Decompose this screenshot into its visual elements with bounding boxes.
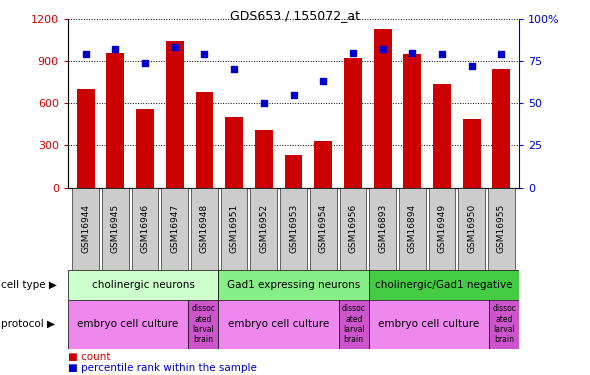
FancyBboxPatch shape (399, 188, 425, 270)
Text: GSM16950: GSM16950 (467, 204, 476, 254)
FancyBboxPatch shape (162, 188, 188, 270)
Point (378, 46, 387, 52)
Text: GSM16946: GSM16946 (140, 204, 149, 254)
Text: Gad1 expressing neurons: Gad1 expressing neurons (227, 280, 360, 290)
FancyBboxPatch shape (458, 188, 485, 270)
FancyBboxPatch shape (188, 300, 218, 349)
Text: GSM16947: GSM16947 (171, 204, 179, 254)
Bar (255, 130, 273, 188)
FancyBboxPatch shape (68, 300, 188, 349)
FancyBboxPatch shape (340, 188, 366, 270)
Text: ■ percentile rank within the sample: ■ percentile rank within the sample (68, 363, 257, 373)
FancyBboxPatch shape (102, 188, 129, 270)
Bar (136, 109, 154, 188)
Text: embryo cell culture: embryo cell culture (77, 320, 179, 329)
Text: GSM16949: GSM16949 (438, 204, 447, 254)
Text: ■ count: ■ count (68, 352, 110, 362)
Text: GSM16944: GSM16944 (81, 204, 90, 253)
Text: GSM16953: GSM16953 (289, 204, 298, 254)
Point (230, 66, 239, 72)
Text: GSM16952: GSM16952 (260, 204, 268, 254)
Bar (195, 92, 214, 188)
Text: GDS653 / 155072_at: GDS653 / 155072_at (230, 9, 360, 22)
FancyBboxPatch shape (132, 188, 159, 270)
FancyBboxPatch shape (251, 188, 277, 270)
Text: protocol ▶: protocol ▶ (1, 320, 55, 329)
Text: GSM16951: GSM16951 (230, 204, 238, 254)
Text: GSM16955: GSM16955 (497, 204, 506, 254)
FancyBboxPatch shape (221, 188, 247, 270)
Text: GSM16945: GSM16945 (111, 204, 120, 254)
FancyBboxPatch shape (369, 270, 519, 300)
FancyBboxPatch shape (68, 270, 218, 300)
Point (259, 100, 268, 106)
Point (200, 51, 209, 57)
Point (319, 78, 328, 84)
Text: dissoc
ated
larval
brain: dissoc ated larval brain (191, 304, 215, 345)
Point (289, 92, 299, 98)
FancyBboxPatch shape (369, 300, 489, 349)
Bar (493, 69, 510, 188)
FancyBboxPatch shape (218, 270, 369, 300)
Text: GSM16948: GSM16948 (200, 204, 209, 254)
Text: dissoc
ated
larval
brain: dissoc ated larval brain (342, 304, 366, 345)
Bar (225, 117, 243, 188)
FancyBboxPatch shape (489, 300, 519, 349)
Bar (77, 89, 94, 188)
FancyBboxPatch shape (73, 188, 99, 270)
Text: cholinergic/Gad1 negative: cholinergic/Gad1 negative (375, 280, 513, 290)
Bar (433, 84, 451, 188)
Text: GSM16954: GSM16954 (319, 204, 327, 254)
Text: cholinergic neurons: cholinergic neurons (91, 280, 195, 290)
Point (111, 46, 120, 52)
FancyBboxPatch shape (369, 188, 396, 270)
Point (467, 63, 476, 69)
Point (170, 45, 179, 51)
Text: GSM16893: GSM16893 (378, 204, 387, 254)
FancyBboxPatch shape (310, 188, 336, 270)
Text: dissoc
ated
larval
brain: dissoc ated larval brain (492, 304, 516, 345)
FancyBboxPatch shape (280, 188, 307, 270)
Bar (404, 54, 421, 188)
Text: cell type ▶: cell type ▶ (1, 280, 57, 290)
FancyBboxPatch shape (428, 188, 455, 270)
Text: embryo cell culture: embryo cell culture (378, 320, 480, 329)
Point (140, 60, 150, 66)
Point (497, 51, 506, 57)
Bar (373, 28, 392, 188)
Bar (314, 141, 332, 188)
Text: GSM16894: GSM16894 (408, 204, 417, 254)
FancyBboxPatch shape (488, 188, 514, 270)
Bar (166, 41, 183, 188)
Bar (106, 53, 124, 188)
Text: GSM16956: GSM16956 (349, 204, 358, 254)
FancyBboxPatch shape (339, 300, 369, 349)
Point (437, 51, 447, 57)
Text: embryo cell culture: embryo cell culture (228, 320, 329, 329)
Point (348, 50, 358, 55)
Bar (463, 118, 481, 188)
Point (81, 51, 90, 57)
Bar (344, 58, 362, 188)
Bar (284, 155, 303, 188)
Point (408, 50, 417, 55)
FancyBboxPatch shape (191, 188, 218, 270)
FancyBboxPatch shape (218, 300, 339, 349)
